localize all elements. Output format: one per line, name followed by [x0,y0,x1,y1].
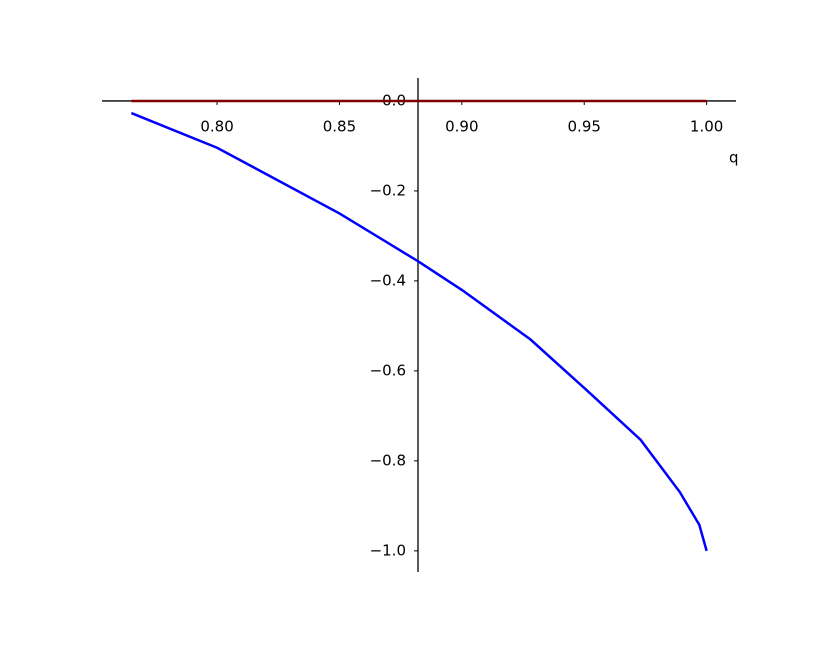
x-tick-label: 0.90 [445,117,478,135]
x-axis-label: q [729,149,739,167]
x-tick-label: 0.95 [568,117,601,135]
y-tick-label: −0.4 [370,271,406,289]
y-tick-label: −0.2 [370,181,406,199]
y-tick-label: −0.6 [370,361,406,379]
x-tick-label: 0.80 [200,117,233,135]
y-tick-label: −1.0 [370,541,406,559]
x-tick-label: 1.00 [690,117,723,135]
y-tick-label: −0.8 [370,451,406,469]
data-line [130,111,708,552]
x-tick-label: 0.85 [323,117,356,135]
